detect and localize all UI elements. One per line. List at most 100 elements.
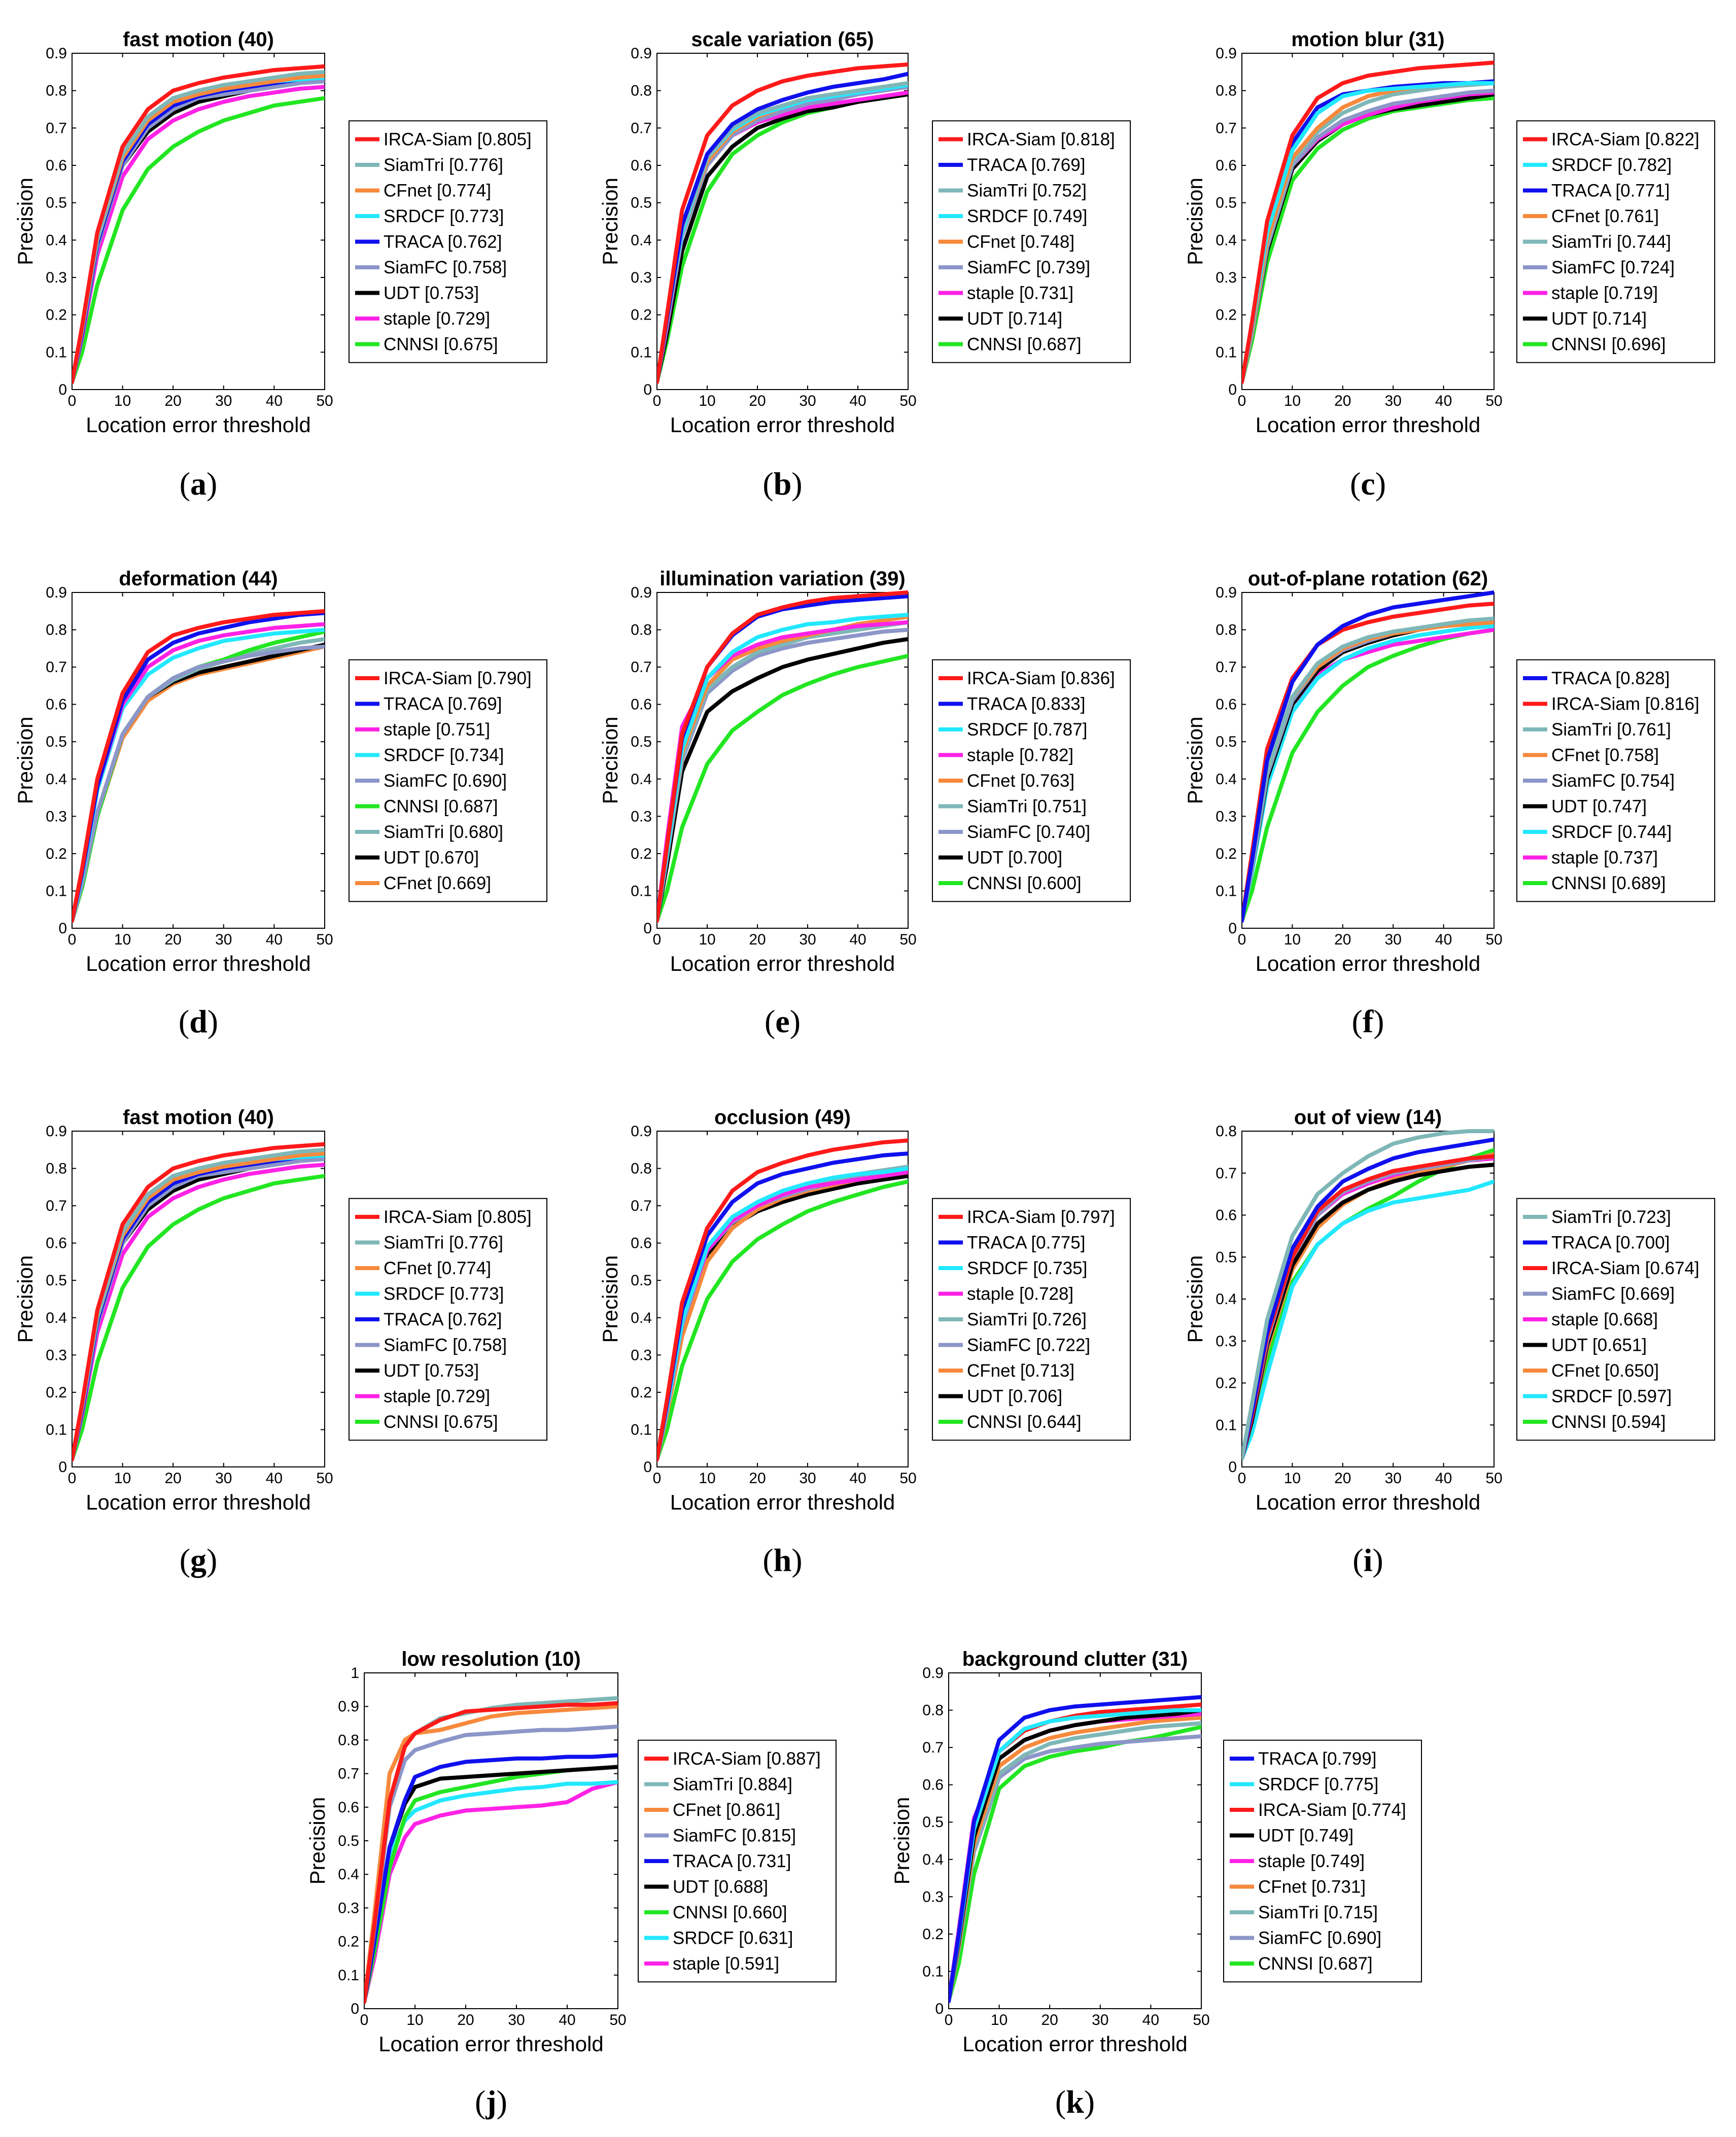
legend-entry: IRCA-Siam [0.805] (384, 1207, 532, 1227)
y-tick-label: 0.8 (1216, 622, 1237, 639)
y-tick-label: 0.5 (631, 195, 652, 212)
legend-entry: CNNSI [0.660] (673, 1903, 787, 1922)
y-tick-label: 0.9 (631, 1123, 652, 1140)
legend-entry: SRDCF [0.787] (967, 720, 1087, 740)
series-lines (72, 64, 325, 384)
y-tick-label: 0.7 (1216, 120, 1237, 136)
legend-entry: SRDCF [0.631] (673, 1929, 793, 1948)
y-tick-label: 0.2 (1216, 1375, 1237, 1392)
legend-entry: staple [0.782] (967, 746, 1073, 765)
legend-box (932, 120, 1131, 363)
x-tick-label: 50 (1485, 1470, 1502, 1487)
series-lines (72, 609, 325, 923)
x-tick-label: 20 (1334, 393, 1351, 409)
legend-entry: SiamTri [0.761] (1551, 720, 1671, 740)
legend-entry: staple [0.729] (384, 1387, 490, 1407)
y-tick-label: 0.2 (922, 1926, 944, 1943)
series-lines (1242, 590, 1494, 923)
panel-caption: (g) (180, 1542, 218, 1578)
legend-entry: IRCA-Siam [0.674] (1551, 1258, 1699, 1278)
y-axis-label: Precision (13, 717, 37, 804)
series-lines (657, 62, 908, 384)
chart-title: deformation (44) (119, 568, 277, 590)
y-tick-label: 0.9 (631, 45, 652, 62)
series-lines (949, 1695, 1201, 2004)
legend-entry: IRCA-Siam [0.887] (673, 1749, 821, 1769)
legend-entry: SiamFC [0.669] (1551, 1284, 1675, 1304)
legend-box (349, 120, 547, 363)
legend-entry: IRCA-Siam [0.822] (1551, 130, 1699, 150)
y-axis-label: Precision (305, 1797, 329, 1885)
panel-caption: (a) (180, 466, 218, 502)
legend-entry: UDT [0.747] (1551, 797, 1647, 817)
series-line-cnnsi (72, 96, 325, 384)
chart-panel-a: fast motion (40) 0 10 20 30 40 50 0 0.1 0.2 0.3 0.4… (13, 28, 547, 502)
legend-entry: IRCA-Siam [0.797] (967, 1207, 1115, 1227)
x-tick-label: 30 (799, 931, 816, 948)
x-tick-label: 20 (165, 393, 182, 409)
y-tick-label: 0.8 (922, 1702, 944, 1719)
y-tick-label: 0.3 (631, 808, 652, 825)
y-tick-label: 0.6 (338, 1799, 359, 1816)
series-line-traca (949, 1695, 1201, 2004)
legend-entry: TRACA [0.731] (673, 1851, 791, 1871)
x-axis-label: Location error threshold (962, 2032, 1188, 2056)
x-tick-label: 10 (114, 1470, 131, 1487)
legend-entry: TRACA [0.700] (1551, 1233, 1670, 1253)
legend-entry: TRACA [0.833] (967, 694, 1085, 714)
legend-entry: UDT [0.670] (384, 848, 479, 868)
legend: IRCA-Siam [0.797] TRACA [0.775] SRDCF [0.7… (932, 1198, 1131, 1441)
y-tick-label: 0.3 (1216, 269, 1237, 286)
legend-entry: staple [0.751] (384, 720, 490, 740)
legend-entry: staple [0.729] (384, 309, 490, 329)
y-tick-label: 0.1 (46, 344, 67, 361)
x-tick-label: 0 (68, 931, 77, 948)
y-tick-label: 0.5 (1216, 733, 1237, 750)
y-tick-label: 0.6 (631, 1235, 652, 1252)
plot-area (656, 1131, 909, 1467)
x-tick-label: 40 (266, 393, 283, 409)
legend-entry: SiamTri [0.723] (1551, 1207, 1671, 1227)
y-tick-label: 0.7 (631, 120, 652, 136)
legend: IRCA-Siam [0.836] TRACA [0.833] SRDCF [0.7… (932, 659, 1131, 902)
panel-caption: (i) (1352, 1542, 1383, 1578)
legend-entry: UDT [0.753] (384, 1361, 479, 1381)
x-tick-label: 10 (114, 393, 131, 409)
x-tick-label: 20 (165, 931, 182, 948)
legend-entry: CNNSI [0.696] (1551, 335, 1666, 355)
y-tick-label: 0.4 (922, 1851, 944, 1868)
legend-entry: SiamTri [0.751] (967, 797, 1087, 817)
x-tick-label: 50 (1193, 2012, 1209, 2028)
legend-entry: CFnet [0.758] (1551, 746, 1659, 765)
plot-area (948, 1672, 1202, 2009)
x-tick-label: 20 (749, 1470, 766, 1487)
y-tick-label: 0.6 (922, 1777, 944, 1794)
x-tick-label: 50 (609, 2012, 626, 2028)
y-axis-label: Precision (1183, 717, 1207, 804)
legend-entry: IRCA-Siam [0.836] (967, 669, 1115, 688)
chart-panel-d: deformation (44) 0 10 20 30 40 50 0 0.1 0.2 0.3 0.4… (13, 568, 547, 1039)
y-tick-label: 0.7 (922, 1739, 944, 1756)
legend-box (1223, 1739, 1422, 1983)
legend-entry: IRCA-Siam [0.805] (384, 130, 532, 150)
panel-caption: (e) (765, 1003, 801, 1039)
legend-entry: staple [0.591] (673, 1954, 779, 1974)
legend-entry: UDT [0.688] (673, 1877, 768, 1897)
panel-caption: (h) (762, 1542, 802, 1578)
y-tick-label: 0.2 (631, 846, 652, 862)
legend-entry: CFnet [0.774] (384, 181, 491, 201)
x-tick-label: 50 (316, 1470, 333, 1487)
y-tick-label: 0.1 (1216, 883, 1237, 899)
x-tick-label: 0 (68, 393, 77, 409)
legend-entry: SRDCF [0.775] (1258, 1775, 1378, 1795)
series-lines (1242, 1129, 1494, 1461)
series-lines (364, 1696, 618, 2004)
y-tick-label: 0.6 (1216, 696, 1237, 713)
x-tick-label: 10 (406, 2012, 423, 2028)
legend-entry: UDT [0.651] (1551, 1336, 1647, 1355)
y-tick-label: 0.9 (46, 584, 67, 601)
series-lines (72, 1142, 325, 1462)
y-tick-label: 0.1 (338, 1967, 359, 1984)
x-axis-label: Location error threshold (1256, 413, 1481, 437)
legend-entry: SiamFC [0.690] (1258, 1929, 1381, 1948)
